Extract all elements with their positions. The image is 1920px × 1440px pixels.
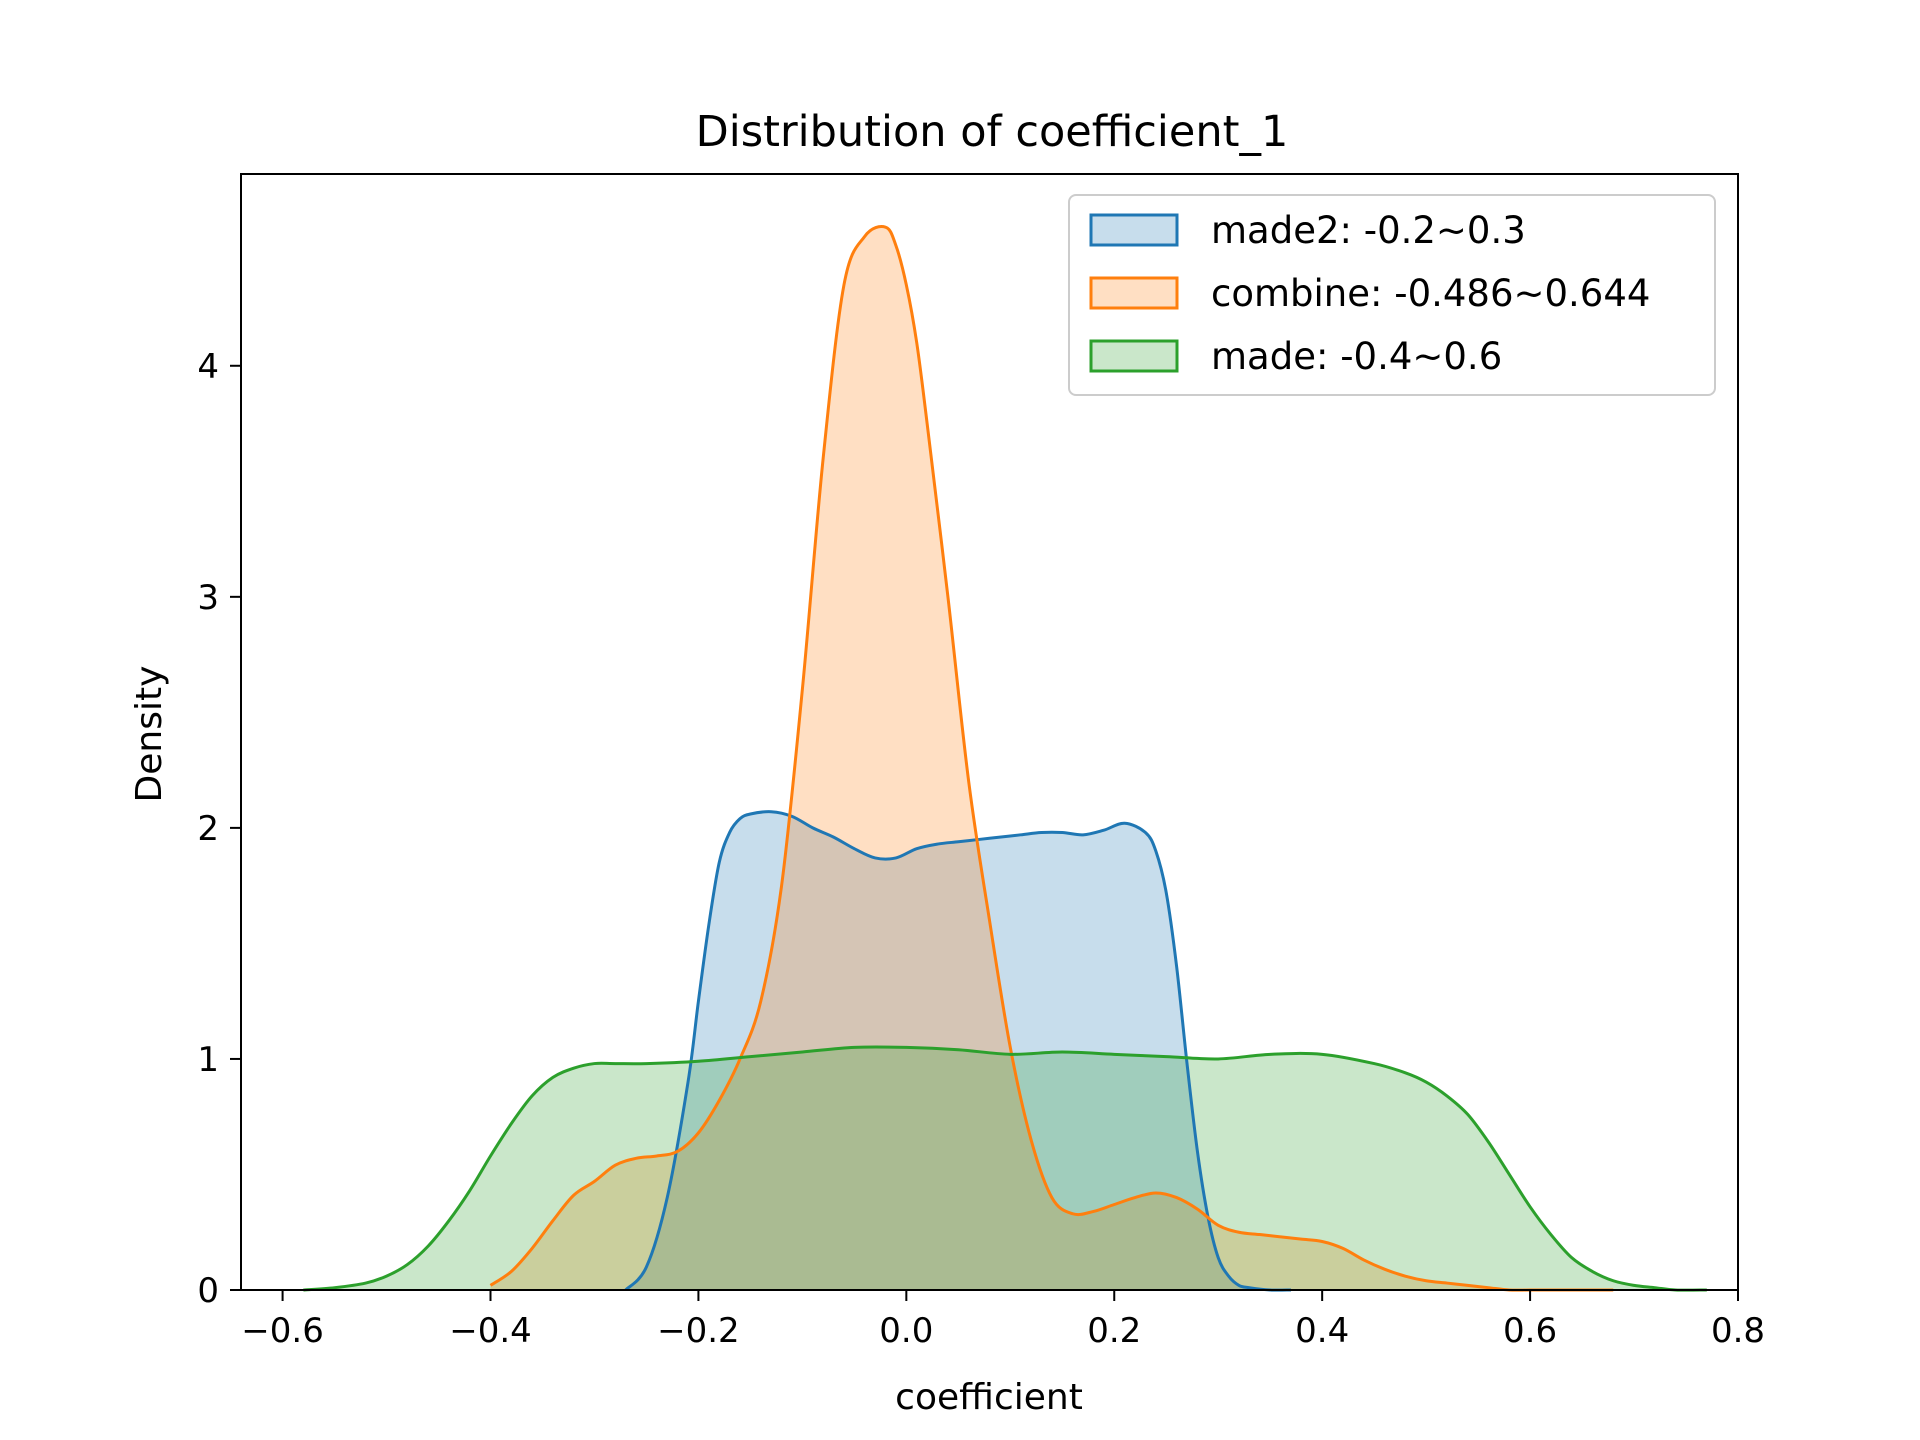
series-line-2 — [303, 1045, 1707, 1292]
chart-title: Distribution of coefficient_1 — [696, 107, 1289, 157]
x-tick-label: −0.6 — [241, 1311, 324, 1351]
x-axis-label: coefficient — [895, 1377, 1083, 1418]
x-tick-label: −0.2 — [657, 1311, 740, 1351]
x-tick-label: 0.4 — [1295, 1311, 1349, 1351]
axes-frame — [240, 173, 1739, 1291]
x-tick-label: 0.8 — [1711, 1311, 1765, 1351]
series-line-1 — [489, 225, 1614, 1292]
x-tick-label: 0.2 — [1087, 1311, 1141, 1351]
x-tick-label: 0.0 — [879, 1311, 933, 1351]
plot-area — [303, 225, 1707, 1292]
legend-swatch-0 — [1089, 213, 1179, 247]
y-tick-label: 4 — [197, 347, 219, 387]
legend-frame — [1068, 194, 1716, 396]
legend-swatch-2 — [1089, 339, 1179, 373]
x-tick-label: −0.4 — [449, 1311, 532, 1351]
legend-label-2: made: -0.4~0.6 — [1211, 335, 1502, 378]
y-axis-label: Density — [129, 666, 170, 803]
y-tick-label: 1 — [197, 1040, 219, 1080]
y-tick-label: 2 — [197, 809, 219, 849]
series-line-0 — [624, 810, 1291, 1292]
y-tick-label: 0 — [197, 1271, 219, 1311]
series-area-1 — [490, 226, 1614, 1291]
y-axis: 0 1 2 3 4 — [197, 347, 241, 1311]
series-area-2 — [303, 1046, 1707, 1291]
legend-label-1: combine: -0.486~0.644 — [1211, 272, 1650, 315]
legend: made2: -0.2~0.3 combine: -0.486~0.644 made… — [1068, 194, 1716, 396]
y-tick-label: 3 — [197, 578, 219, 618]
legend-swatch-1 — [1089, 276, 1179, 310]
x-axis: −0.6 −0.4 −0.2 0.0 0.2 0.4 0.6 0.8 — [241, 1290, 1765, 1351]
legend-label-0: made2: -0.2~0.3 — [1211, 209, 1526, 252]
x-tick-label: 0.6 — [1503, 1311, 1557, 1351]
